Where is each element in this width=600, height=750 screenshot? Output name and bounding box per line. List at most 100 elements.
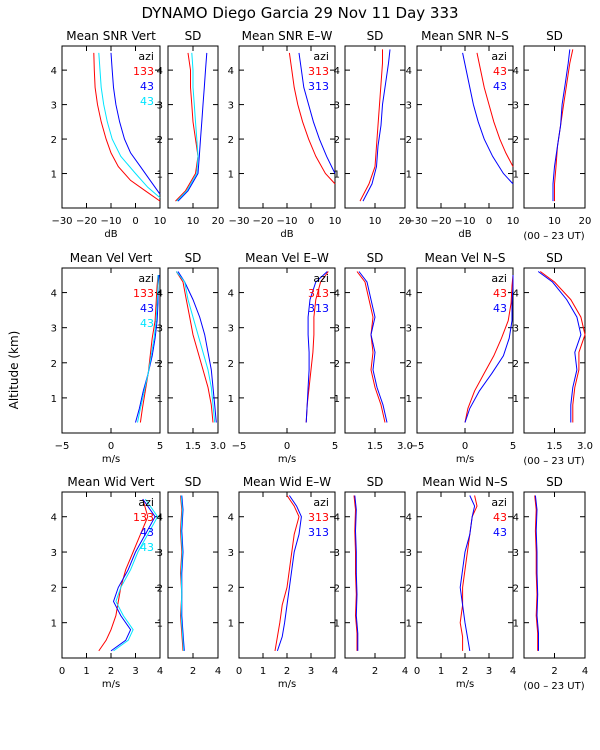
x-tick-label: −30: [228, 216, 249, 227]
y-tick-label: 4: [334, 513, 340, 524]
y-tick-label: 2: [406, 359, 412, 370]
y-tick-label: 4: [334, 66, 340, 77]
series-line-blue: [305, 271, 328, 423]
y-tick-label: 3: [157, 548, 163, 559]
y-tick-label: 4: [406, 66, 412, 77]
panel-title: SD: [185, 251, 202, 265]
y-tick-label: 1: [228, 619, 234, 630]
legend-entry: 43: [493, 287, 507, 300]
y-tick-label: 4: [228, 513, 234, 524]
y-tick-label: 4: [157, 289, 163, 300]
legend-title: azi: [491, 50, 507, 63]
x-tick-label: 4: [157, 666, 163, 677]
x-axis-label: m/s: [102, 679, 120, 690]
y-tick-label: 1: [513, 394, 519, 405]
x-tick-label: 5: [510, 441, 516, 452]
x-tick-label: 10: [369, 216, 382, 227]
series-line-blue: [177, 52, 208, 202]
panel-title: Mean Wid E–W: [243, 475, 331, 489]
legend-entry: 313: [308, 80, 329, 93]
y-tick-label: 4: [51, 513, 57, 524]
x-tick-label: 1.5: [547, 441, 563, 452]
x-tick-label: −5: [55, 441, 70, 452]
y-tick-label: 2: [157, 583, 163, 594]
x-tick-label: 20: [212, 216, 225, 227]
chart-panel: SD 1 2 3 4 2 4: [334, 475, 409, 677]
y-tick-label: 3: [51, 548, 57, 559]
y-tick-label: 2: [513, 135, 519, 146]
y-tick-label: 2: [513, 583, 519, 594]
y-tick-label: 1: [51, 170, 57, 181]
x-tick-label: −20: [252, 216, 273, 227]
series-line-red: [554, 49, 574, 202]
legend-entry: 133: [133, 287, 154, 300]
panel-frame: [344, 45, 406, 209]
y-tick-label: 3: [334, 324, 340, 335]
legend-entry: 133: [133, 65, 154, 78]
x-axis-label: m/s: [278, 679, 296, 690]
y-tick-label: 3: [334, 101, 340, 112]
x-tick-label: 0: [59, 666, 65, 677]
x-axis-label: m/s: [456, 679, 474, 690]
x-tick-label: 2: [190, 666, 196, 677]
series-line-cyan: [113, 498, 159, 652]
panel-title: Mean Wid N–S: [422, 475, 507, 489]
legend-entry: 43: [493, 80, 507, 93]
series-line-red: [540, 271, 586, 423]
legend-entry: 43: [140, 317, 154, 330]
panel-title: SD: [367, 29, 384, 43]
y-tick-label: 3: [406, 548, 412, 559]
series-line-blue: [298, 52, 336, 174]
chart-panel: Mean Vel E–W 1 2 3 4 −5 0 5 m/s azi 313 313: [228, 251, 339, 465]
y-tick-label: 4: [51, 289, 57, 300]
y-tick-label: 1: [406, 619, 412, 630]
y-tick-label: 2: [228, 583, 234, 594]
x-axis-label: m/s: [456, 454, 474, 465]
y-tick-label: 2: [406, 583, 412, 594]
legend-title: azi: [491, 496, 507, 509]
y-tick-label: 3: [157, 101, 163, 112]
x-tick-label: 4: [332, 666, 338, 677]
x-tick-label: 1.5: [367, 441, 383, 452]
panel-title: SD: [185, 29, 202, 43]
y-tick-label: 4: [51, 66, 57, 77]
legend-entry: 43: [140, 302, 154, 315]
x-tick-label: 20: [399, 216, 412, 227]
series-line-blue: [354, 495, 359, 651]
series-line-red: [534, 495, 539, 651]
series-line-blue: [459, 495, 476, 651]
panel-title: Mean SNR Vert: [66, 29, 156, 43]
x-tick-label: −20: [430, 216, 451, 227]
chart-panel: Mean SNR E–W 1 2 3 4 −30 −20 −10 0 10 dB azi 313 313: [228, 29, 342, 240]
y-tick-label: 4: [513, 289, 519, 300]
series-line-red: [356, 271, 386, 423]
series-line-red: [288, 52, 336, 185]
y-tick-label: 1: [406, 170, 412, 181]
legend-title: azi: [138, 272, 154, 285]
y-tick-label: 3: [406, 101, 412, 112]
y-tick-label: 3: [513, 101, 519, 112]
y-tick-label: 1: [334, 394, 340, 405]
panel-title: SD: [185, 475, 202, 489]
y-tick-label: 1: [513, 170, 519, 181]
x-tick-label: −10: [276, 216, 297, 227]
panel-title: SD: [546, 251, 563, 265]
y-tick-label: 4: [513, 513, 519, 524]
x-tick-label: 4: [510, 666, 516, 677]
series-line-cyan: [180, 495, 185, 651]
y-tick-label: 2: [513, 359, 519, 370]
y-tick-label: 3: [406, 324, 412, 335]
legend-entry: 313: [308, 526, 329, 539]
legend-entry: 43: [493, 511, 507, 524]
x-tick-label: 1: [438, 666, 444, 677]
chart-panel: SD 1 2 3 4 1.5 3.0: [334, 251, 413, 452]
x-tick-label: −20: [76, 216, 97, 227]
x-tick-label: 0: [236, 666, 242, 677]
chart-panel: Mean Wid E–W 1 2 3 4 0 1 2 3 4 m/s azi 313 313: [228, 475, 339, 690]
y-tick-label: 4: [334, 289, 340, 300]
x-tick-label: −30: [51, 216, 72, 227]
